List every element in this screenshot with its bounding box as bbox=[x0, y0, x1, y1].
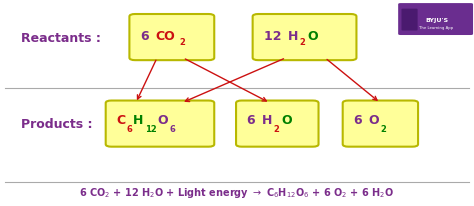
FancyBboxPatch shape bbox=[343, 101, 418, 147]
FancyBboxPatch shape bbox=[106, 101, 214, 147]
Text: 2: 2 bbox=[300, 38, 305, 47]
Text: 6 CO$_2$ + 12 H$_2$O + Light energy $\rightarrow$ C$_6$H$_{12}$O$_6$ + 6 O$_2$ +: 6 CO$_2$ + 12 H$_2$O + Light energy $\ri… bbox=[80, 186, 394, 200]
Text: H: H bbox=[262, 114, 272, 127]
Text: H: H bbox=[288, 30, 298, 43]
FancyBboxPatch shape bbox=[253, 14, 356, 60]
Text: CO: CO bbox=[155, 30, 175, 43]
Text: 2: 2 bbox=[380, 125, 386, 134]
Text: O: O bbox=[368, 114, 379, 127]
Text: The Learning App: The Learning App bbox=[419, 26, 454, 30]
Text: 12: 12 bbox=[264, 30, 286, 43]
Text: 6: 6 bbox=[141, 30, 154, 43]
Text: Products :: Products : bbox=[21, 118, 93, 131]
Text: 6: 6 bbox=[354, 114, 367, 127]
Text: O: O bbox=[308, 30, 318, 43]
Text: Reactants :: Reactants : bbox=[21, 32, 101, 45]
Text: 6: 6 bbox=[169, 125, 175, 134]
Text: O: O bbox=[158, 114, 168, 127]
Text: C: C bbox=[116, 114, 125, 127]
FancyBboxPatch shape bbox=[401, 9, 418, 30]
Text: 2: 2 bbox=[273, 125, 279, 134]
Text: 6: 6 bbox=[247, 114, 260, 127]
Text: 2: 2 bbox=[180, 38, 185, 47]
FancyBboxPatch shape bbox=[129, 14, 214, 60]
Text: 12: 12 bbox=[145, 125, 156, 134]
FancyBboxPatch shape bbox=[398, 3, 473, 35]
FancyBboxPatch shape bbox=[236, 101, 319, 147]
Text: O: O bbox=[281, 114, 292, 127]
Text: BYJU'S: BYJU'S bbox=[425, 18, 448, 23]
Text: H: H bbox=[133, 114, 144, 127]
Text: 6: 6 bbox=[126, 125, 132, 134]
